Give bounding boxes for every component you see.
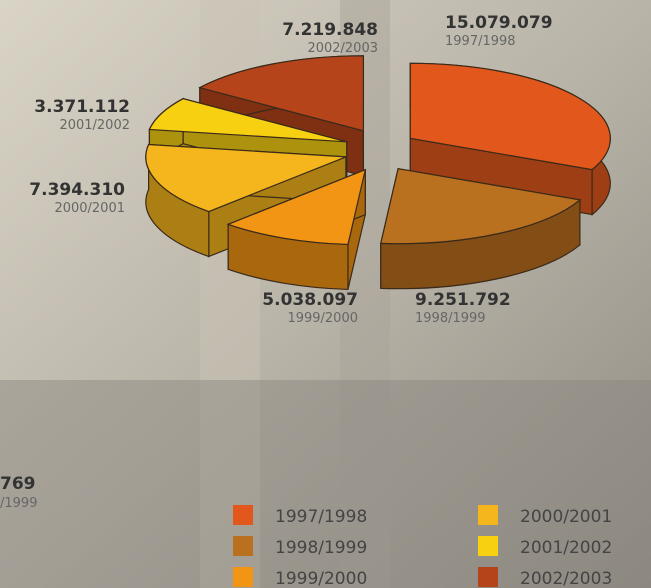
page: {"chart_data": {"type": "pie", "categori…: [0, 0, 651, 588]
chart: 15.079.0791997/19989.251.7921998/19995.0…: [0, 0, 651, 588]
year-label: 2002/2003: [307, 41, 378, 56]
legend-label: 2001/2002: [520, 538, 612, 558]
legend-swatch: [478, 505, 498, 525]
legend-label: 2002/2003: [520, 569, 612, 588]
value-label: 7.394.310: [29, 180, 125, 200]
legend-label: 1998/1999: [275, 538, 367, 558]
legend-label: 1997/1998: [275, 507, 367, 527]
legend-swatch: [233, 505, 253, 525]
year-label: 1998/1999: [415, 311, 486, 326]
legend-swatch: [478, 536, 498, 556]
value-label: 9.251.792: [415, 290, 511, 310]
year-label: 2001/2002: [59, 118, 130, 133]
cropped-year: /1999: [0, 496, 37, 511]
year-label: 1997/1998: [445, 34, 516, 49]
value-label: 3.371.112: [34, 97, 130, 117]
value-label: 7.219.848: [282, 20, 378, 40]
legend-label: 1999/2000: [275, 569, 367, 588]
year-label: 1999/2000: [287, 311, 358, 326]
year-label: 2000/2001: [54, 201, 125, 216]
value-label: 15.079.079: [445, 13, 553, 33]
legend-label: 2000/2001: [520, 507, 612, 527]
legend-swatch: [233, 536, 253, 556]
legend-swatch: [233, 567, 253, 587]
cropped-value: 769: [0, 474, 36, 494]
value-label: 5.038.097: [262, 290, 358, 310]
legend-swatch: [478, 567, 498, 587]
